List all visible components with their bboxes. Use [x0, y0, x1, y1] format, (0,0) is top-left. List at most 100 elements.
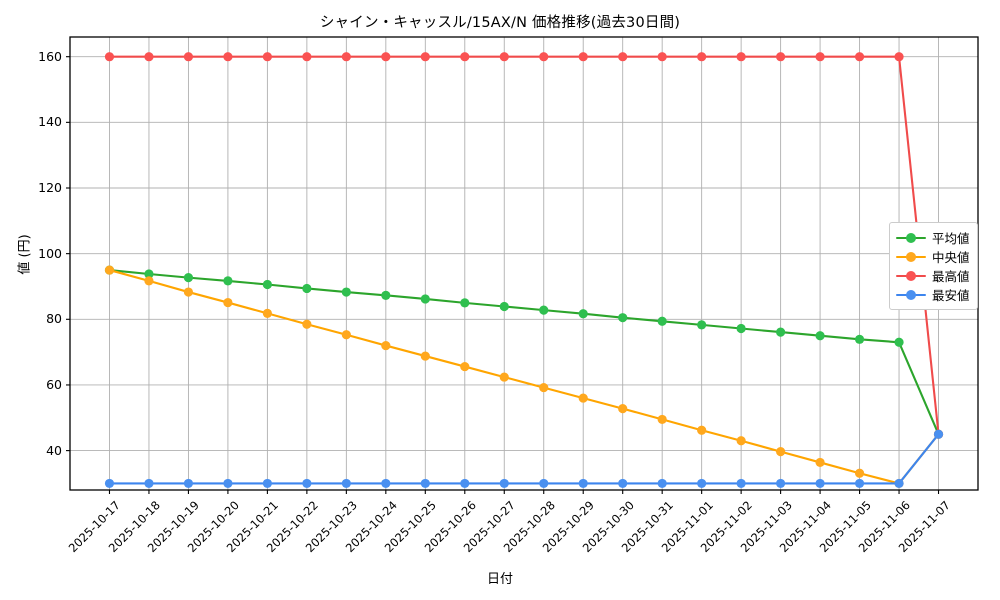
data-point: [183, 273, 194, 283]
data-point: [144, 478, 154, 489]
data-point: [578, 309, 588, 319]
plot-frame: [69, 36, 979, 491]
data-point: [736, 478, 746, 489]
data-point: [894, 337, 904, 347]
data-point: [894, 478, 904, 489]
data-point: [539, 305, 549, 315]
data-point: [302, 319, 312, 329]
data-point: [381, 478, 391, 489]
data-point: [815, 478, 825, 489]
data-point: [815, 457, 825, 468]
data-point: [854, 468, 865, 478]
data-point: [499, 301, 509, 312]
legend-label: 最高値: [932, 269, 970, 284]
data-point: [578, 393, 588, 403]
data-point: [262, 478, 272, 489]
data-point: [578, 478, 588, 489]
data-point: [183, 478, 194, 489]
data-point: [381, 52, 391, 62]
data-point: [420, 478, 430, 489]
legend-item-2[interactable]: 最高値: [896, 266, 970, 285]
data-point: [262, 52, 272, 62]
series-line-3: [108, 433, 940, 485]
data-point: [657, 414, 667, 425]
y-tick-label: 120: [38, 180, 62, 195]
data-point: [815, 52, 825, 62]
series-line-1: [108, 269, 940, 485]
data-point: [539, 52, 549, 62]
data-point: [262, 308, 272, 318]
data-point: [104, 52, 115, 62]
data-point: [223, 478, 233, 489]
data-point: [776, 446, 786, 457]
data-point: [499, 52, 509, 62]
data-point: [697, 425, 707, 435]
data-point: [223, 276, 233, 286]
data-point: [776, 327, 786, 337]
data-point: [420, 294, 430, 304]
data-point: [657, 316, 667, 326]
data-point: [578, 52, 588, 62]
data-point: [697, 320, 707, 330]
data-point: [302, 283, 312, 294]
data-point: [854, 334, 865, 344]
data-point: [539, 382, 549, 393]
legend-item-1[interactable]: 中央値: [896, 247, 970, 266]
legend-item-3[interactable]: 最安値: [896, 285, 970, 304]
data-point: [736, 436, 746, 446]
data-point: [854, 478, 865, 489]
data-point: [657, 52, 667, 62]
data-point: [776, 52, 786, 62]
data-point: [854, 52, 865, 62]
legend-marker-icon: [896, 269, 926, 283]
data-point: [618, 403, 628, 414]
data-point: [420, 52, 430, 62]
data-point: [460, 52, 470, 62]
series-line-0: [108, 269, 940, 436]
data-point: [223, 52, 233, 62]
y-tick-label: 140: [38, 114, 62, 130]
data-point: [815, 331, 825, 341]
data-point: [183, 287, 194, 297]
data-point: [894, 52, 904, 62]
y-tick-label: 80: [46, 311, 62, 327]
legend-label: 平均値: [932, 231, 970, 246]
chart-title: シャイン・キャッスル/15AX/N 価格推移(過去30日間): [319, 15, 681, 31]
x-axis-label: 日付: [486, 572, 513, 587]
data-point: [144, 269, 154, 279]
series-line-2: [108, 55, 940, 436]
data-point: [933, 429, 944, 439]
legend-item-0[interactable]: 平均値: [896, 228, 970, 247]
data-point: [302, 478, 312, 489]
legend-label: 最安値: [932, 288, 970, 303]
legend-marker-icon: [896, 231, 926, 245]
data-point: [736, 52, 746, 62]
data-point: [499, 478, 509, 489]
data-point: [697, 478, 707, 489]
data-point: [144, 276, 154, 286]
data-point: [104, 478, 115, 489]
chart-legend: 平均値中央値最高値最安値: [889, 222, 978, 310]
data-point: [341, 52, 351, 62]
y-tick-label: 60: [46, 376, 62, 392]
data-point: [223, 297, 233, 308]
data-point: [736, 323, 746, 334]
data-point: [341, 330, 351, 340]
data-point: [618, 313, 628, 323]
legend-label: 中央値: [932, 250, 970, 265]
data-point: [499, 372, 509, 382]
data-point: [657, 478, 667, 489]
data-point: [776, 478, 786, 489]
y-tick-label: 100: [38, 245, 62, 261]
data-point: [144, 52, 154, 62]
legend-marker-icon: [896, 288, 926, 302]
data-point: [341, 478, 351, 489]
data-point: [539, 478, 549, 489]
data-point: [341, 287, 351, 297]
data-point: [381, 290, 391, 300]
data-point: [104, 265, 115, 275]
data-point: [420, 351, 430, 361]
y-tick-label: 160: [38, 48, 62, 64]
